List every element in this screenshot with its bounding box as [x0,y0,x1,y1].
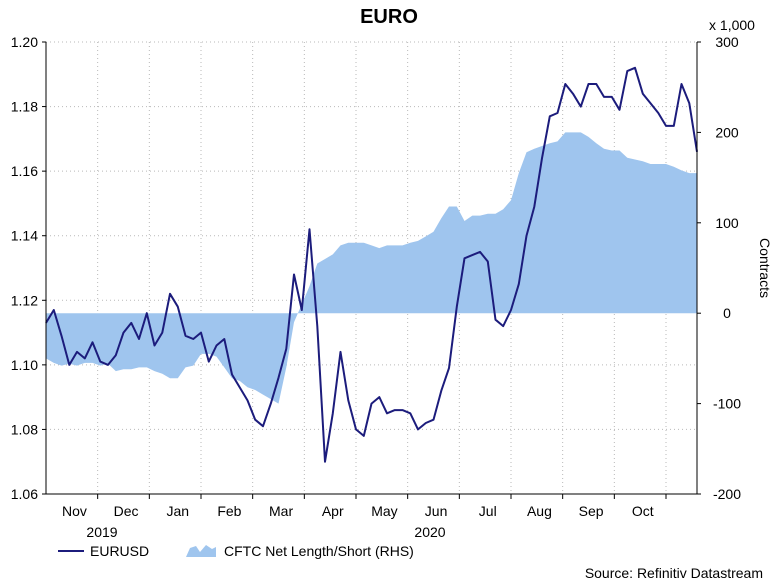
x-month-label: May [371,503,397,519]
x-month-label: Aug [527,503,552,519]
x-month-label: Jun [425,503,448,519]
source-note: Source: Refinitiv Datastream [585,565,763,581]
cftc-area-series [46,132,697,404]
left-tick-label: 1.14 [11,228,38,244]
eurusd-series-line [45,66,698,463]
right-tick-label: 300 [715,34,739,50]
x-month-label: Mar [269,503,293,519]
left-tick-label: 1.06 [11,486,38,502]
right-axis-multiplier: x 1,000 [709,17,755,33]
x-month-label: Feb [217,503,241,519]
left-tick-label: 1.08 [11,421,38,437]
left-tick-label: 1.10 [11,357,38,373]
right-tick-label: 0 [723,305,731,321]
x-month-label: Oct [632,503,654,519]
axes [42,41,701,499]
right-axis-label: Contracts [757,238,773,298]
x-month-label: Jan [166,503,189,519]
x-month-label: Jul [479,503,497,519]
x-year-label: 2020 [414,524,445,540]
legend-cftc-label: CFTC Net Length/Short (RHS) [224,543,414,559]
x-month-label: Sep [579,503,604,519]
right-tick-label: -100 [713,396,741,412]
x-year-label: 2019 [86,524,117,540]
left-tick-label: 1.16 [11,163,38,179]
x-month-label: Apr [322,503,344,519]
legend-eurusd-label: EURUSD [90,543,149,559]
right-tick-label: -200 [713,486,741,502]
x-month-label: Dec [114,503,139,519]
chart-title: EURO [360,6,418,28]
eurusd-line-layer [45,66,698,463]
left-tick-label: 1.20 [11,34,38,50]
right-tick-label: 100 [715,215,739,231]
cftc-area [46,132,697,404]
left-tick-label: 1.18 [11,99,38,115]
left-tick-label: 1.12 [11,292,38,308]
tick-labels: 1.20 1.18 1.16 1.14 1.12 1.10 1.08 1.06 300 200 10… [11,34,741,540]
legend-cftc-swatch [186,545,216,557]
x-month-label: Nov [62,503,87,519]
right-tick-label: 200 [715,124,739,140]
